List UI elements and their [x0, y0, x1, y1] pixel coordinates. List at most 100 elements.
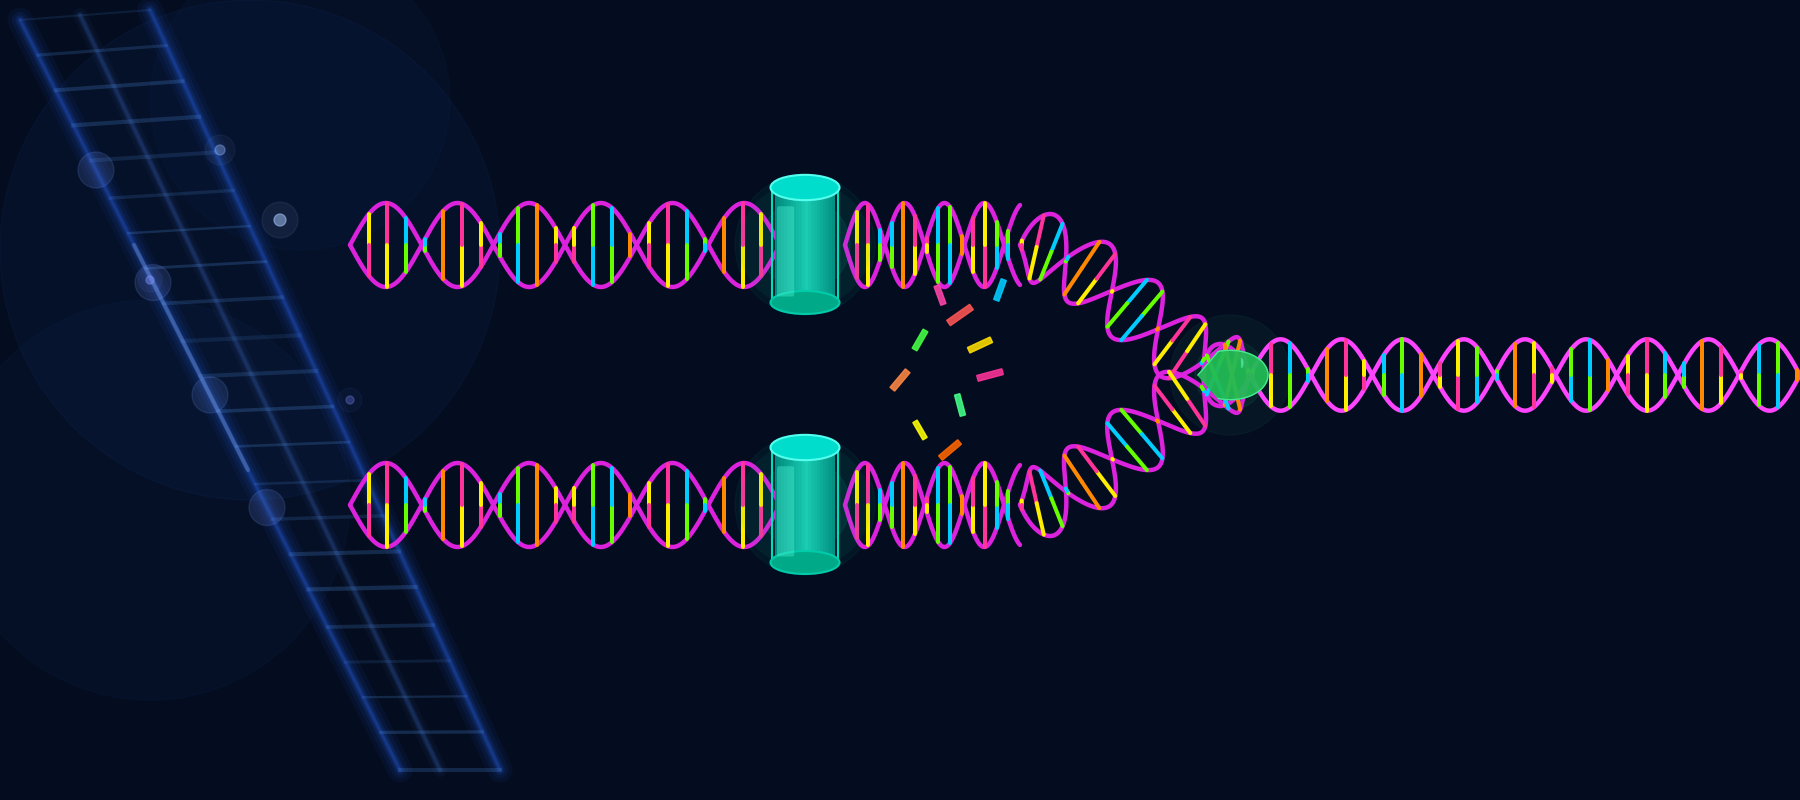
FancyBboxPatch shape [808, 447, 812, 562]
FancyBboxPatch shape [796, 447, 799, 562]
Bar [0, 666, 1800, 680]
FancyBboxPatch shape [803, 187, 805, 302]
FancyBboxPatch shape [778, 187, 781, 302]
Bar [0, 26, 1800, 40]
FancyBboxPatch shape [778, 466, 794, 557]
Bar [0, 174, 1800, 186]
Bar [0, 134, 1800, 146]
Bar [0, 426, 1800, 440]
FancyBboxPatch shape [826, 187, 830, 302]
FancyBboxPatch shape [830, 187, 832, 302]
Polygon shape [954, 394, 965, 416]
FancyBboxPatch shape [805, 447, 808, 562]
Bar [0, 720, 1800, 734]
Ellipse shape [770, 551, 839, 574]
Circle shape [779, 480, 830, 530]
FancyBboxPatch shape [823, 447, 826, 562]
Polygon shape [1199, 350, 1267, 400]
Bar [0, 266, 1800, 280]
Bar [0, 0, 1800, 14]
FancyBboxPatch shape [812, 187, 814, 302]
FancyBboxPatch shape [821, 187, 823, 302]
Bar [0, 746, 1800, 760]
Bar [0, 574, 1800, 586]
FancyBboxPatch shape [794, 447, 796, 562]
FancyBboxPatch shape [776, 447, 778, 562]
FancyBboxPatch shape [778, 206, 794, 297]
FancyBboxPatch shape [799, 447, 803, 562]
Circle shape [135, 265, 171, 301]
FancyBboxPatch shape [830, 447, 832, 562]
FancyBboxPatch shape [785, 187, 787, 302]
Bar [0, 494, 1800, 506]
FancyBboxPatch shape [832, 187, 835, 302]
Circle shape [214, 145, 225, 155]
Ellipse shape [740, 442, 871, 568]
Bar [0, 414, 1800, 426]
Bar [0, 160, 1800, 174]
FancyBboxPatch shape [799, 187, 803, 302]
Bar [0, 600, 1800, 614]
Bar [0, 546, 1800, 560]
Circle shape [346, 396, 355, 404]
Bar [0, 254, 1800, 266]
Bar [0, 386, 1800, 400]
Bar [0, 374, 1800, 386]
Bar [0, 520, 1800, 534]
FancyBboxPatch shape [796, 187, 799, 302]
Bar [0, 586, 1800, 600]
Ellipse shape [740, 182, 871, 308]
Circle shape [779, 220, 830, 270]
Bar [0, 360, 1800, 374]
Bar [0, 120, 1800, 134]
Bar [0, 226, 1800, 240]
FancyBboxPatch shape [785, 447, 787, 562]
Bar [0, 560, 1800, 574]
Bar [0, 54, 1800, 66]
Bar [0, 334, 1800, 346]
Circle shape [0, 0, 500, 500]
Ellipse shape [770, 291, 839, 314]
FancyBboxPatch shape [787, 447, 790, 562]
Polygon shape [947, 304, 974, 326]
FancyBboxPatch shape [805, 187, 808, 302]
FancyBboxPatch shape [821, 447, 823, 562]
Bar [0, 240, 1800, 254]
Circle shape [193, 377, 229, 413]
Polygon shape [938, 440, 961, 460]
Ellipse shape [770, 435, 839, 460]
Polygon shape [934, 285, 947, 306]
FancyBboxPatch shape [790, 447, 794, 562]
Bar [0, 640, 1800, 654]
Circle shape [0, 300, 349, 700]
Polygon shape [977, 369, 1003, 382]
Bar [0, 734, 1800, 746]
Bar [0, 614, 1800, 626]
Polygon shape [913, 420, 927, 440]
FancyBboxPatch shape [823, 187, 826, 302]
FancyBboxPatch shape [803, 447, 805, 562]
Bar [0, 654, 1800, 666]
Bar [0, 760, 1800, 774]
FancyBboxPatch shape [787, 187, 790, 302]
Polygon shape [913, 329, 927, 351]
Bar [0, 480, 1800, 494]
FancyBboxPatch shape [790, 187, 794, 302]
FancyBboxPatch shape [812, 447, 814, 562]
Bar [0, 186, 1800, 200]
FancyBboxPatch shape [814, 447, 817, 562]
FancyBboxPatch shape [781, 187, 785, 302]
FancyBboxPatch shape [781, 447, 785, 562]
Circle shape [139, 268, 162, 292]
Circle shape [77, 152, 113, 188]
Bar [0, 214, 1800, 226]
Bar [0, 306, 1800, 320]
Bar [0, 774, 1800, 786]
Circle shape [1195, 340, 1265, 410]
Bar [0, 320, 1800, 334]
Bar [0, 200, 1800, 214]
Bar [0, 706, 1800, 720]
Circle shape [274, 214, 286, 226]
Circle shape [248, 490, 284, 526]
Bar [0, 40, 1800, 54]
